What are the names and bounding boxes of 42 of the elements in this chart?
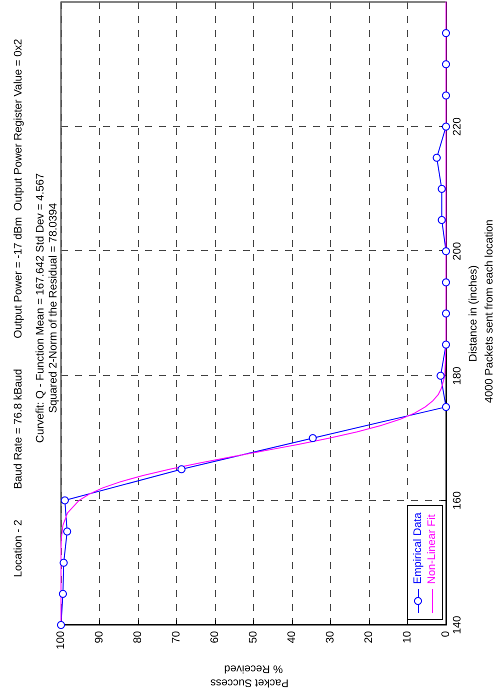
point — [60, 496, 69, 504]
text: 4000 Packets sent from each location — [484, 220, 496, 403]
point — [442, 91, 450, 100]
legend-box: Empirical Data Non-Linear Fit — [407, 505, 443, 620]
point — [436, 372, 445, 380]
x-tick-label: 60 — [209, 631, 221, 644]
text: Packet Success — [210, 676, 289, 688]
y-tick-label: 180 — [452, 366, 464, 385]
y-tick-label: 200 — [452, 242, 464, 260]
point — [442, 310, 450, 318]
y-tick-label: 220 — [452, 117, 464, 136]
point — [178, 465, 186, 474]
text: Curvefit: Q - Function Mean = 167.642 Std Dev = 4.567 Squared 2-Norm of the Residual = 78.0394 — [34, 173, 60, 443]
x-tick-label: 10 — [402, 631, 414, 644]
y-tick-label: 140 — [452, 616, 464, 634]
x-tick-label: 80 — [132, 631, 144, 644]
x-tick-label: 0 — [440, 631, 452, 638]
point — [432, 154, 441, 162]
point — [442, 340, 450, 349]
point — [442, 402, 450, 411]
point — [442, 247, 450, 256]
x-tick-label: 30 — [324, 631, 336, 644]
x-tick-label: 100 — [55, 631, 67, 650]
point — [438, 184, 446, 193]
x-tick-label: 70 — [170, 631, 182, 644]
point — [442, 29, 450, 38]
text: Location - 2 Baud Rate = 76.8 kBaud Output Power = -17 dBm Output Power Register Value = 0x2 — [12, 38, 24, 578]
x-axis-title: % Received — [224, 662, 283, 674]
point — [442, 122, 450, 131]
point — [442, 60, 450, 68]
x-tick-label: 40 — [286, 631, 298, 644]
point — [60, 558, 68, 567]
x-tick-label: 90 — [94, 631, 106, 644]
point — [63, 528, 72, 536]
point — [438, 216, 446, 224]
point — [308, 434, 317, 442]
point — [442, 278, 450, 286]
x-tick-label: 50 — [248, 631, 260, 644]
y-axis-title: Distance in (inches) — [468, 265, 480, 362]
x-tick-label: 20 — [363, 631, 375, 644]
y-tick-label: 160 — [452, 491, 464, 510]
point — [58, 590, 67, 598]
